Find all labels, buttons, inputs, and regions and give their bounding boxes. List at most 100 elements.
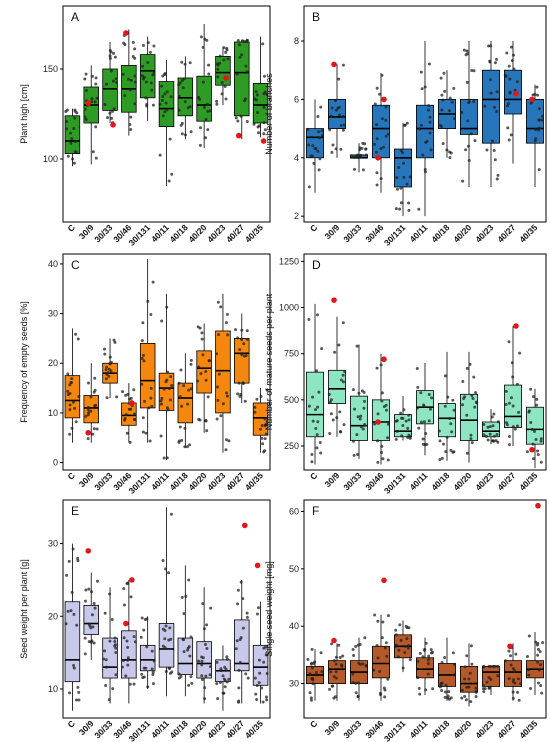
box-body [460,99,478,135]
data-point [511,690,515,694]
data-point [511,425,515,429]
data-point [450,100,454,104]
highlight-point [381,96,387,103]
panel-label: F [312,504,319,518]
data-point [237,668,241,672]
data-point [420,87,424,91]
data-point [417,426,421,430]
x-tick-label: 40/11 [408,718,430,740]
data-point [364,147,368,151]
data-point [221,402,225,406]
x-tick-label: 40/27 [224,222,246,244]
data-point [328,128,332,132]
data-point [509,654,513,658]
highlight-point [375,154,381,161]
data-point [308,691,312,695]
data-point [187,683,191,687]
box-30/9 [328,63,346,158]
y-tick-label: 30 [48,539,58,549]
data-point [105,396,109,400]
data-point [339,124,343,128]
data-point [493,61,497,65]
data-point [492,412,496,416]
data-point [508,77,512,81]
data-point [421,437,425,441]
data-point [110,116,114,120]
data-point [77,690,81,694]
highlight-point [129,577,135,583]
data-point [356,694,360,698]
box-40/20 [196,587,213,704]
data-point [507,649,511,653]
data-point [227,439,231,443]
data-point [168,666,172,670]
box-body [139,54,156,99]
data-point [417,207,421,211]
data-point [257,681,261,685]
data-point [338,656,342,660]
data-point [261,442,265,446]
data-point [113,340,117,344]
data-point [259,394,263,398]
data-point [256,612,260,616]
data-point [224,448,228,452]
data-point [317,390,321,394]
data-point [188,61,192,65]
data-point [133,74,137,78]
y-tick-label: 1000 [279,303,299,313]
y-tick-label: 30 [289,679,299,689]
data-point [405,182,409,186]
data-point [140,672,144,676]
data-point [75,623,79,627]
data-point [186,106,190,110]
data-point [536,453,540,457]
data-point [203,37,207,41]
data-point [507,64,511,68]
data-point [77,394,81,398]
data-point [428,131,432,135]
data-point [447,109,451,113]
data-point [225,312,229,316]
data-point [158,102,162,106]
box-30/131 [394,620,412,673]
data-point [133,412,137,416]
data-point [375,137,379,141]
data-point [74,332,78,336]
data-point [108,355,112,359]
highlight-point [223,75,229,81]
data-point [339,378,343,382]
data-point [424,688,428,692]
data-point [89,395,93,399]
box-40/20 [196,323,212,433]
data-point [150,667,154,671]
data-point [69,141,73,145]
data-point [488,60,492,64]
data-point [222,46,226,50]
data-point [111,687,115,691]
data-point [513,427,517,431]
data-point [428,120,432,124]
data-point [505,104,509,108]
data-point [201,656,205,660]
data-point [66,393,70,397]
data-point [141,43,145,47]
data-point [338,410,342,414]
box-body [394,148,412,188]
highlight-point [529,446,535,453]
data-point [223,665,227,669]
data-point [240,353,244,357]
data-point [482,664,486,668]
data-point [145,102,149,106]
data-point [177,94,181,98]
data-point [532,457,536,461]
data-point [188,654,192,658]
data-point [465,49,469,53]
data-point [207,72,211,76]
data-point [443,656,447,660]
data-point [260,424,264,428]
data-point [165,406,169,410]
box-40/18 [177,56,194,140]
data-point [461,380,465,384]
y-axis-label: Number of mature seeds per plant [264,293,274,430]
data-point [333,350,337,354]
